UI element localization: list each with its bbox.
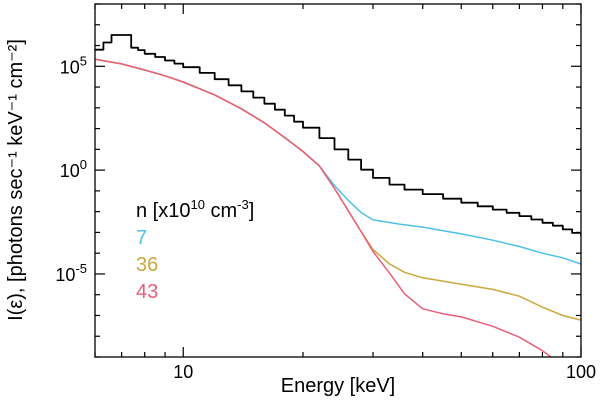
plot-frame xyxy=(94,3,582,358)
legend-title-suffix: ] xyxy=(249,200,255,222)
y-tick-label: 100 xyxy=(60,157,87,181)
legend-title-mid: cm xyxy=(205,200,237,222)
x-tick-label: 10 xyxy=(173,362,193,382)
tick-labels: 10 100 105 100 10-5 xyxy=(55,53,596,382)
series-line-43 xyxy=(95,58,552,357)
x-tick-label: 100 xyxy=(566,362,596,382)
legend-entry-7: 7 xyxy=(136,227,147,249)
legend-title-sup2: -3 xyxy=(237,197,249,212)
y-axis-title: I(ε), [photons sec⁻¹ keV⁻¹ cm⁻²] xyxy=(5,39,27,321)
ticks-layer xyxy=(94,3,582,358)
series-line-observed xyxy=(95,34,581,236)
x-axis-title: Energy [keV] xyxy=(281,375,396,397)
legend-entry-43: 43 xyxy=(136,281,158,303)
legend-title-prefix: n [x10 xyxy=(136,200,190,222)
series-line-7 xyxy=(95,58,581,265)
legend-title-sup1: 10 xyxy=(190,197,204,212)
y-tick-label: 105 xyxy=(60,53,87,77)
legend-entry-36: 36 xyxy=(136,254,158,276)
legend: n [x1010 cm-3] 7 36 43 xyxy=(136,197,254,303)
y-tick-label: 10-5 xyxy=(55,261,87,285)
series-layer xyxy=(95,34,581,357)
legend-title: n [x1010 cm-3] xyxy=(136,197,254,222)
